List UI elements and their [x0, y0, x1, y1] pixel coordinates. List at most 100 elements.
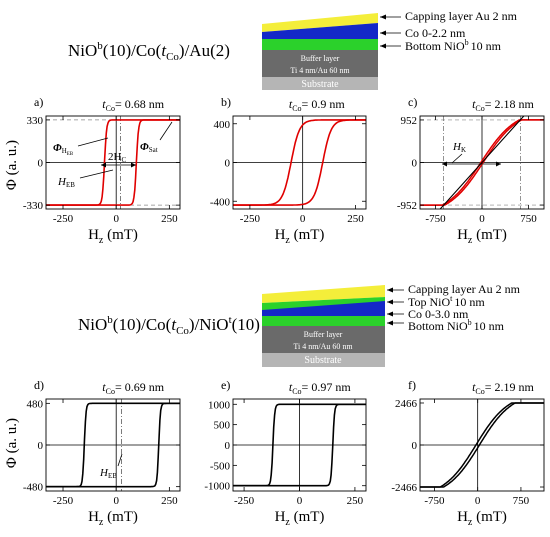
annotations-panel-d: HEB — [99, 453, 123, 480]
bottom-nio-layer-2 — [262, 316, 385, 326]
y-tick-label: -480 — [23, 482, 44, 494]
y-tick-label: 330 — [27, 115, 44, 127]
y-tick-label: 952 — [401, 115, 418, 127]
x-tick-label: -750 — [424, 495, 445, 507]
y-tick-label: -2466 — [391, 482, 417, 494]
bottom-nio-layer — [262, 39, 378, 50]
panel-letter: f) — [408, 378, 416, 392]
x-tick-label: 250 — [161, 213, 178, 225]
substrate-label: Substrate — [301, 79, 339, 90]
y-tick-label: 1000 — [208, 399, 231, 411]
bottom-formula: NiOb(10)/Co(tCo)/NiOt(10) — [78, 314, 260, 337]
series-ascending-branch — [46, 402, 180, 488]
y-axis-label-top: Φ (a. u.) — [4, 140, 20, 190]
x-tick-label: 750 — [520, 213, 537, 225]
panel-letter: b) — [221, 95, 231, 109]
x-tick-label: -250 — [53, 213, 74, 225]
two-hc-label: 2HC — [108, 151, 126, 164]
panel-letter: c) — [408, 95, 417, 109]
panel-a: -250 0 250 330 0 -330 a) tCo= 0.68 nm Hz (mT) — [23, 95, 181, 246]
thickness-label: tCo= 2.18 nm — [472, 97, 534, 113]
cap-label: Capping layer Au 2 nm — [405, 9, 518, 23]
y-tick-label: -500 — [210, 460, 231, 472]
series-ascending-branch — [233, 119, 366, 206]
bottom-nio-label: Bottom NiOb 10 nm — [405, 38, 502, 53]
svg-text:Buffer layer: Buffer layer — [304, 330, 343, 339]
y-axis-label-bottom: Φ (a. u.) — [4, 418, 20, 468]
buffer-label: Buffer layer — [301, 54, 340, 63]
panel-letter: d) — [34, 378, 44, 392]
tangent-line — [439, 116, 525, 209]
y-tick-label: 500 — [214, 420, 231, 432]
y-tick-label: -1000 — [204, 481, 230, 493]
thickness-label: tCo= 0.68 nm — [102, 97, 164, 113]
x-tick-label: -250 — [234, 495, 255, 507]
co-wedge-layer — [262, 23, 378, 39]
substrate-layer — [262, 77, 378, 90]
plot-area — [46, 116, 180, 209]
x-tick-label: -250 — [53, 495, 74, 507]
y-tick-label: 0 — [38, 440, 44, 452]
x-tick-label: 0 — [479, 213, 485, 225]
x-tick-label: 0 — [113, 495, 119, 507]
panel-letter: a) — [34, 95, 43, 109]
y-tick-label: 2466 — [395, 398, 418, 410]
x-tick-label: 250 — [347, 495, 364, 507]
cap-layer — [262, 13, 378, 32]
substrate-layer-2 — [262, 353, 385, 367]
x-tick-label: -750 — [425, 213, 446, 225]
panel-f: -750 0 750 2466 0 -2466 f) tCo= 2.19 nm Hz (mT) — [391, 378, 545, 528]
svg-text:Substrate: Substrate — [304, 355, 342, 366]
x-tick-label: 250 — [347, 213, 364, 225]
x-axis-label: Hz (mT) — [275, 509, 325, 528]
heb-label: HEB — [57, 176, 75, 189]
y-tick-label: 0 — [38, 158, 44, 170]
plot-area — [233, 403, 366, 487]
buffer-layer-2 — [262, 326, 385, 353]
panel-letter: e) — [221, 378, 230, 392]
y-tick-label: 0 — [412, 158, 418, 170]
thickness-label: tCo= 0.69 nm — [102, 380, 164, 396]
plot-area — [233, 119, 366, 206]
buffer-sub-label: Ti 4 nm/Au 60 nm — [290, 66, 350, 75]
x-tick-label: 250 — [161, 495, 178, 507]
y-tick-label: 0 — [225, 158, 231, 170]
x-tick-label: 750 — [513, 495, 530, 507]
annotations-panel-c: HK — [442, 141, 501, 167]
series-ascending-branch — [46, 119, 180, 206]
x-axis-label: Hz (mT) — [88, 509, 138, 528]
x-axis-label: Hz (mT) — [88, 227, 138, 246]
co-label: Co 0-2.2 nm — [405, 26, 466, 40]
panel-d: -250 0 250 480 0 -480 d) tCo= 0.69 nm Hz (mT) — [23, 378, 181, 528]
y-tick-label: 0 — [225, 440, 231, 452]
svg-text:Co 0-3.0 nm: Co 0-3.0 nm — [408, 307, 469, 321]
x-axis-label: Hz (mT) — [275, 227, 325, 246]
series-ascending-branch — [233, 403, 366, 487]
x-tick-label: 0 — [300, 213, 306, 225]
x-axis-label: Hz (mT) — [457, 509, 507, 528]
annotations-panel-a: ΦHEB ΦSat 2HC HEB — [53, 121, 173, 189]
thickness-label: tCo= 2.19 nm — [472, 380, 534, 396]
series-ascending-branch — [420, 402, 544, 488]
svg-text:Ti 4 nm/Au 60 nm: Ti 4 nm/Au 60 nm — [293, 342, 353, 351]
thickness-label: tCo= 0.97 nm — [289, 380, 351, 396]
y-tick-label: 0 — [412, 440, 418, 452]
top-layer-stack: Buffer layer Ti 4 nm/Au 60 nm Substrate … — [262, 9, 518, 90]
top-formula: NiOb(10)/Co(tCo)/Au(2) — [68, 40, 230, 63]
x-tick-label: 0 — [297, 495, 303, 507]
y-tick-label: 480 — [27, 398, 44, 410]
bottom-layer-stack: Buffer layer Ti 4 nm/Au 60 nm Substrate … — [262, 282, 521, 367]
panel-b: -250 0 250 400 0 -400 b) tCo= 0.9 nm Hz (mT) — [210, 95, 367, 246]
y-tick-label: -330 — [23, 200, 44, 212]
panel-e: -250 0 250 1000 500 0 -500 -1000 e) tCo= 0.97 nm H… — [204, 378, 367, 528]
x-tick-label: 0 — [113, 213, 119, 225]
phi-heb-label: ΦHEB — [53, 142, 74, 157]
x-tick-label: 0 — [475, 495, 481, 507]
x-axis-label: Hz (mT) — [457, 227, 507, 246]
y-tick-label: -952 — [397, 200, 417, 212]
panel-c: -750 0 750 952 0 -952 c) tCo= 2.18 nm Hz (mT) — [397, 95, 545, 246]
